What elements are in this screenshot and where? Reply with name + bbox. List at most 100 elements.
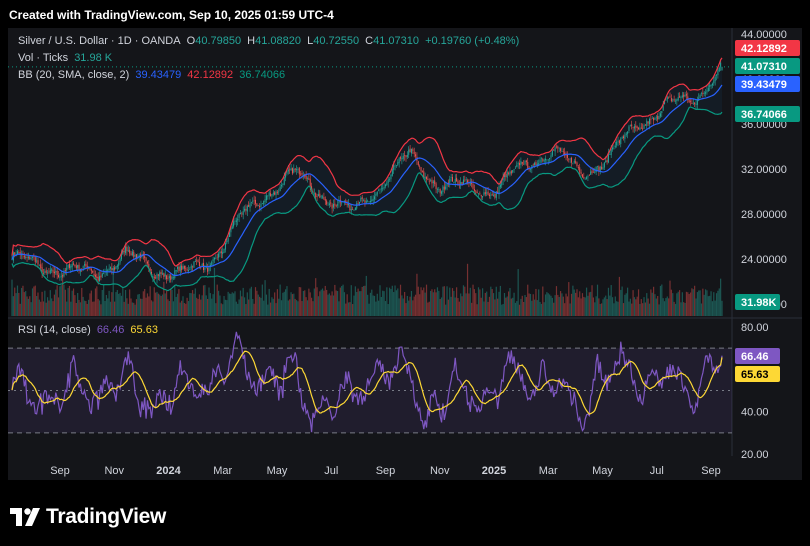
candle-body xyxy=(56,270,58,276)
candle-body xyxy=(479,193,481,195)
volume-bar xyxy=(702,288,704,316)
volume-bar xyxy=(575,292,577,316)
volume-bar xyxy=(632,290,634,316)
candle-body xyxy=(300,173,302,175)
volume-bar xyxy=(18,292,20,316)
candle-body xyxy=(680,96,682,98)
rsi-line xyxy=(11,331,723,433)
candle-body xyxy=(536,163,538,167)
volume-bar xyxy=(419,294,421,316)
volume-bar xyxy=(341,285,343,316)
bb-legend: BB (20, SMA, close, 2) 39.43479 42.12892… xyxy=(18,69,286,81)
volume-bar xyxy=(62,272,64,316)
candle-body xyxy=(471,182,473,184)
price-tag xyxy=(735,76,800,92)
candle-body xyxy=(434,180,436,184)
volume-bar xyxy=(393,292,395,316)
volume-bar xyxy=(97,299,99,316)
volume-bar xyxy=(527,284,529,316)
candle-body xyxy=(348,203,350,206)
volume-bar xyxy=(445,304,447,316)
volume-bar xyxy=(388,287,391,316)
candle-body xyxy=(657,116,659,120)
candle-body xyxy=(11,259,13,261)
candle-body xyxy=(286,171,288,174)
volume-bar xyxy=(456,287,458,316)
candle-body xyxy=(439,189,441,194)
candle-body xyxy=(419,166,421,167)
candle-body xyxy=(144,256,146,258)
volume-bar xyxy=(440,297,443,316)
chart-frame[interactable]: 44.0000040.0000036.0000032.0000028.00000… xyxy=(8,28,802,480)
candle-body xyxy=(317,194,319,197)
candle-body xyxy=(588,175,590,176)
candle-body xyxy=(417,161,419,166)
candle-body xyxy=(285,173,287,178)
volume-bar xyxy=(36,296,38,316)
candle-body xyxy=(707,87,709,92)
volume-bar xyxy=(11,279,13,316)
volume-bar xyxy=(339,287,341,316)
volume-bar xyxy=(202,285,205,316)
candle-body xyxy=(260,203,262,207)
candle-body xyxy=(107,269,109,272)
chart-canvas[interactable]: 44.0000040.0000036.0000032.0000028.00000… xyxy=(8,28,802,480)
volume-bar xyxy=(503,292,506,316)
candle-body xyxy=(601,166,603,169)
candle-body xyxy=(677,97,679,101)
volume-bar xyxy=(678,290,681,316)
candle-body xyxy=(584,178,586,180)
volume-bar xyxy=(401,295,403,316)
bb-band-fill xyxy=(12,57,722,291)
volume-bar xyxy=(384,301,387,316)
volume-bar xyxy=(625,293,627,316)
candle-body xyxy=(599,166,601,172)
volume-bar xyxy=(245,304,247,316)
candle-body xyxy=(674,100,676,102)
volume-bar xyxy=(714,300,716,316)
volume-bar xyxy=(56,285,58,316)
volume-bar xyxy=(689,292,692,316)
candle-body xyxy=(553,149,555,151)
volume-bar xyxy=(458,301,460,316)
volume-bar xyxy=(483,301,485,316)
candle-body xyxy=(177,266,179,269)
candle-body xyxy=(716,74,718,76)
volume-bar xyxy=(356,291,358,316)
candle-body xyxy=(44,271,46,273)
rsi-ma-line xyxy=(11,350,723,415)
volume-bar xyxy=(580,298,582,316)
volume-bar xyxy=(220,303,222,316)
volume-bar xyxy=(182,296,184,316)
volume-bar xyxy=(486,291,488,316)
volume-bar xyxy=(338,301,340,316)
candle-body xyxy=(460,181,462,185)
candle-body xyxy=(452,177,454,182)
volume-bar xyxy=(330,295,332,316)
candle-body xyxy=(446,183,448,187)
volume-bar xyxy=(607,287,610,316)
price-tag-label: 41.07310 xyxy=(741,61,787,73)
candle-body xyxy=(668,96,670,98)
candle-body xyxy=(542,159,544,161)
candle-body xyxy=(263,201,265,205)
tradingview-logo[interactable]: TradingView xyxy=(10,505,166,529)
symbol-legend: Silver / U.S. Dollar · 1D · OANDA O40.79… xyxy=(18,35,520,47)
time-tick-label: May xyxy=(592,465,613,477)
symbol-name: Silver / U.S. Dollar · 1D · OANDA xyxy=(18,35,181,47)
candle-body xyxy=(235,220,237,222)
volume-bar xyxy=(53,294,56,316)
candle-body xyxy=(400,157,402,159)
volume-bar xyxy=(576,289,578,316)
candle-body xyxy=(420,167,422,172)
volume-bar xyxy=(709,295,711,316)
candle-body xyxy=(670,97,672,102)
candle-body xyxy=(287,169,289,172)
candle-body xyxy=(562,151,564,152)
candle-body xyxy=(616,141,618,146)
volume-bar xyxy=(216,284,218,316)
volume-bar xyxy=(665,298,667,316)
candle-body xyxy=(82,266,84,268)
volume-bar xyxy=(583,296,585,316)
candle-body xyxy=(365,201,367,203)
